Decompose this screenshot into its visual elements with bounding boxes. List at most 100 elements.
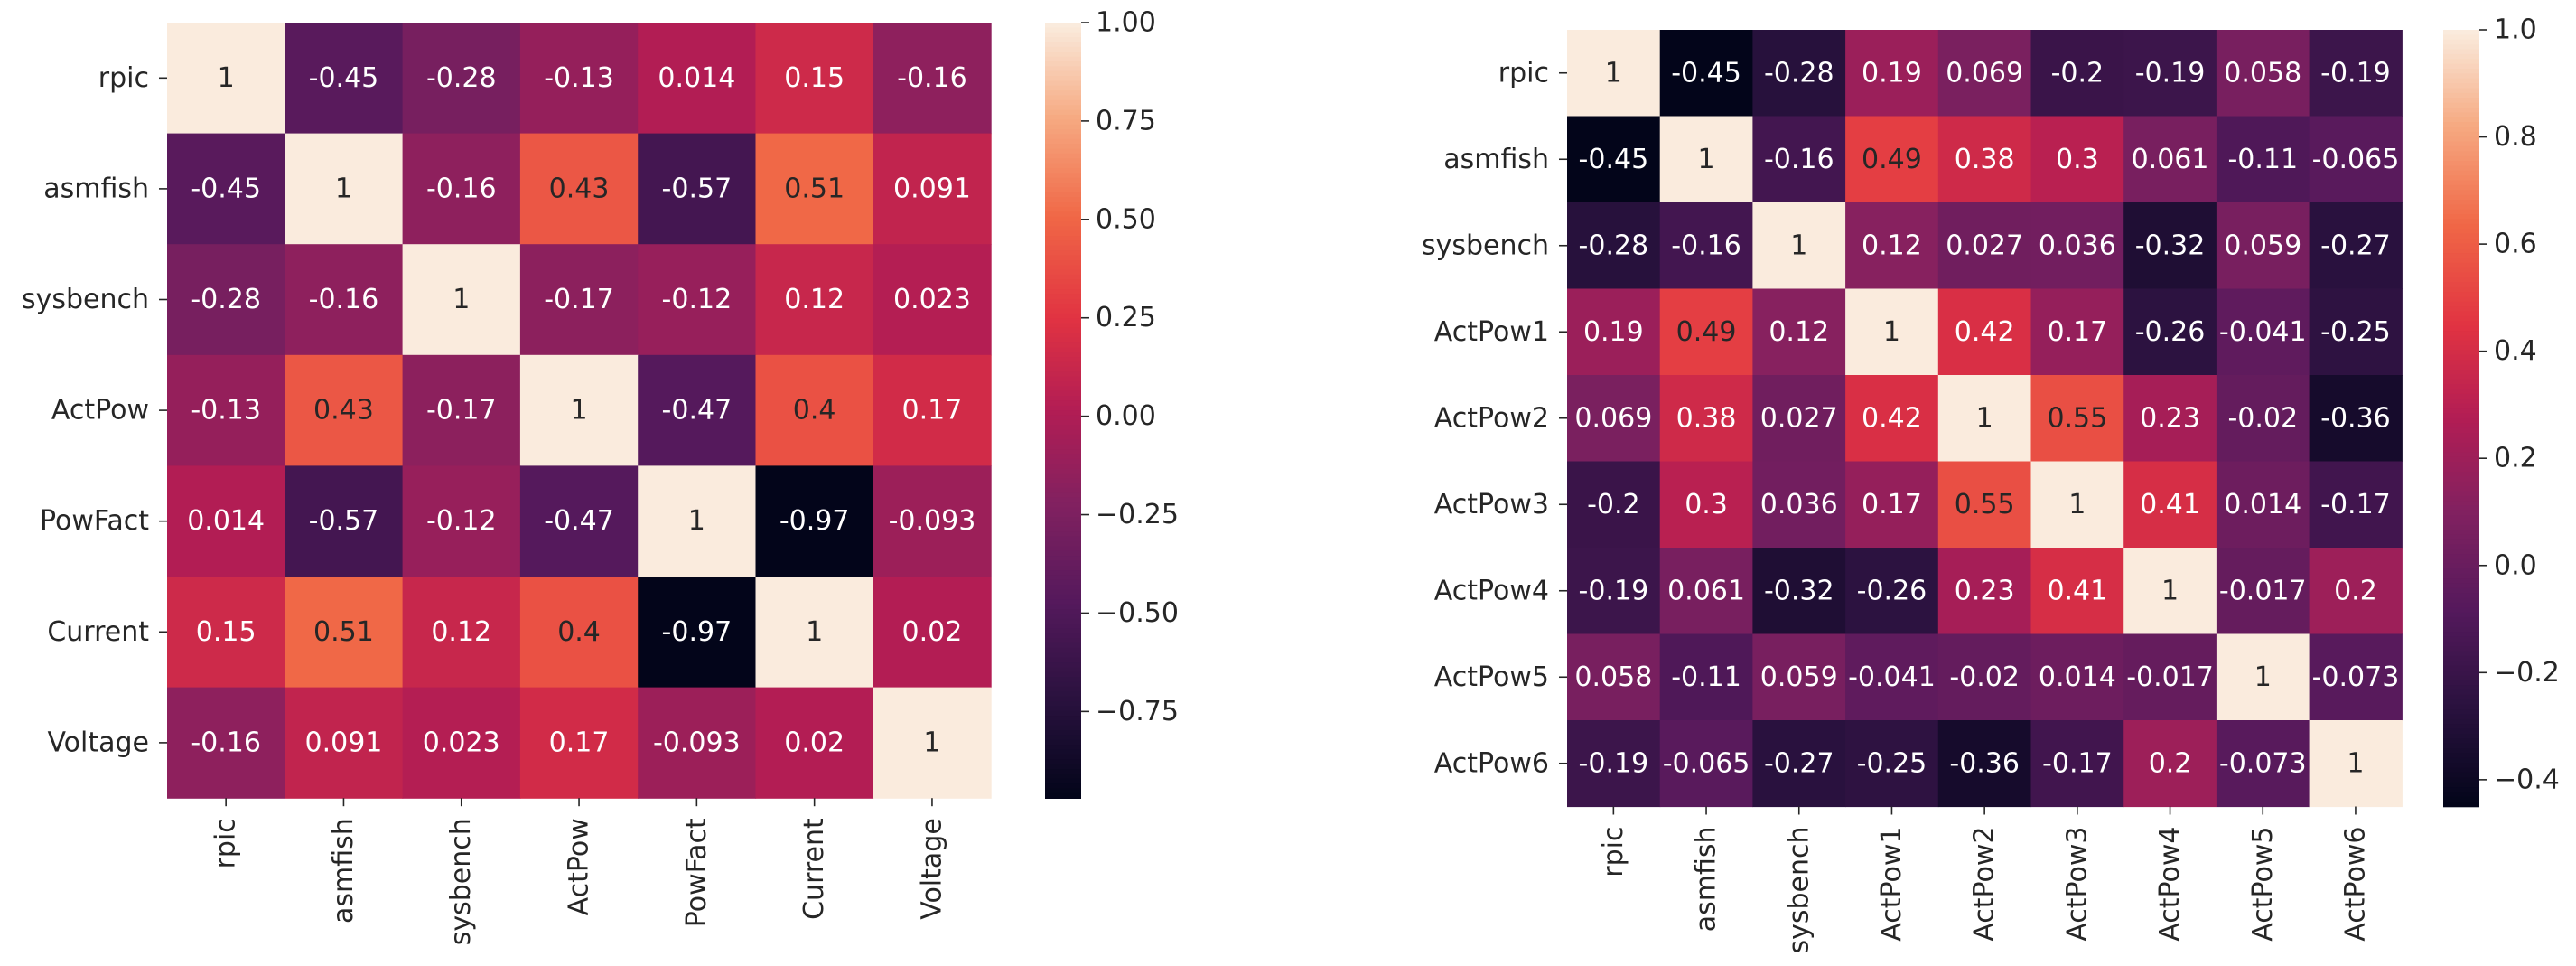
cell-value-label: 0.38 (1676, 402, 1737, 434)
colorbar-segment (2443, 767, 2479, 774)
colorbar-segment (1045, 517, 1081, 523)
cell-value-label: 0.2 (2334, 575, 2377, 606)
x-tick-label: ActPow5 (2247, 827, 2279, 942)
heatmap-cell (2030, 30, 2124, 117)
cell-value-label: -0.017 (2219, 575, 2307, 606)
cell-value-label: -0.073 (2219, 747, 2307, 779)
heatmap-cell (2309, 548, 2403, 635)
colorbar-segment (1045, 624, 1081, 630)
cell-value-label: 1 (1698, 144, 1715, 175)
heatmap-cell (2030, 633, 2124, 721)
colorbar-segment (1045, 531, 1081, 538)
colorbar-segment (1045, 691, 1081, 698)
heatmap-cell (1567, 202, 1661, 290)
heatmap-cell (1567, 30, 1661, 117)
heatmap-cell (285, 244, 404, 356)
colorbar-segment (1045, 638, 1081, 644)
cell-value-label: -0.45 (309, 62, 379, 94)
heatmap-cell (1845, 202, 1939, 290)
heatmap-cell (2030, 375, 2124, 463)
colorbar-segment (1045, 333, 1081, 339)
colorbar-segment (2443, 616, 2479, 624)
cell-value-label: -0.28 (191, 284, 261, 315)
cell-value-label: 0.061 (1667, 575, 1745, 606)
colorbar-segment (1045, 284, 1081, 290)
colorbar-segment (2443, 145, 2479, 153)
colorbar-segment (1045, 240, 1081, 247)
x-tick-label: rpic (210, 818, 242, 868)
cell-value-label: 0.02 (902, 616, 963, 648)
cell-value-label: 0.014 (2224, 489, 2301, 521)
colorbar-segment (1045, 449, 1081, 455)
colorbar-segment (1045, 497, 1081, 503)
colorbar-segment (2443, 253, 2479, 259)
heatmap-cell (2309, 288, 2403, 376)
colorbar-segment (1045, 652, 1081, 659)
heatmap-right: 1 -0.45 -0.28 0.19 0.069 -0.2 -0.19 0.058 -0.19-… (1422, 14, 2560, 954)
cell-value-label: 0.55 (1955, 489, 2015, 521)
cell-value-label: 0.023 (423, 727, 500, 758)
colorbar-segment (2443, 277, 2479, 284)
y-tick-label: ActPow4 (1434, 575, 1549, 606)
colorbar-tick-label: −0.75 (1096, 696, 1179, 727)
colorbar-segment (1045, 342, 1081, 349)
colorbar-segment (2443, 282, 2479, 288)
colorbar-segment (2443, 122, 2479, 128)
colorbar-segment (2443, 408, 2479, 415)
x-tick-label: ActPow6 (2339, 827, 2371, 942)
heatmap-cell (1567, 633, 1661, 721)
x-tick-label: asmfish (328, 818, 359, 924)
y-tick-label: rpic (98, 62, 149, 94)
cell-value-label: 0.069 (1574, 402, 1652, 434)
colorbar-segment (1045, 594, 1081, 601)
cell-value-label: -0.27 (2320, 230, 2391, 261)
colorbar-segment (1045, 327, 1081, 334)
colorbar-segment (2443, 233, 2479, 239)
colorbar-segment (1045, 657, 1081, 663)
heatmap-cell (1937, 116, 2032, 203)
colorbar-segment (2443, 107, 2479, 114)
colorbar-segment (1045, 681, 1081, 688)
cell-value-label: 0.027 (1946, 230, 2023, 261)
heatmap-cell (167, 354, 285, 466)
cell-value-label: 0.02 (784, 727, 845, 758)
colorbar-segment (2443, 724, 2479, 730)
x-tick-label: rpic (1598, 827, 1629, 877)
colorbar-segment (1045, 419, 1081, 426)
colorbar-segment (2443, 704, 2479, 710)
colorbar-segment (1045, 725, 1081, 731)
colorbar-segment (1045, 774, 1081, 780)
colorbar-segment (1045, 396, 1081, 402)
colorbar-segment (1045, 483, 1081, 489)
colorbar-segment (1045, 250, 1081, 257)
colorbar-tick-label: 0.6 (2494, 229, 2537, 260)
cell-value-label: 1 (571, 395, 588, 427)
colorbar-segment (2443, 597, 2479, 604)
colorbar-segment (1045, 158, 1081, 164)
colorbar-segment (1045, 298, 1081, 305)
colorbar-segment (2443, 161, 2479, 167)
colorbar-segment (1045, 570, 1081, 577)
colorbar-segment (2443, 229, 2479, 235)
heatmap-cell (2123, 633, 2217, 721)
cell-value-label: -0.065 (1663, 747, 1750, 779)
colorbar-segment (2443, 714, 2479, 720)
colorbar-segment (2443, 417, 2479, 424)
heatmap-cell (2216, 30, 2310, 117)
cell-value-label: 0.38 (1955, 144, 2015, 175)
colorbar-segment (2443, 78, 2479, 84)
heatmap-cell (1937, 633, 2032, 721)
colorbar-segment (2443, 661, 2479, 667)
colorbar-segment (2443, 612, 2479, 618)
colorbar-segment (2443, 340, 2479, 346)
colorbar-segment (2443, 49, 2479, 55)
cell-value-label: -0.16 (897, 62, 967, 94)
colorbar-segment (2443, 675, 2479, 681)
colorbar-segment (1045, 754, 1081, 761)
colorbar-segment (2443, 219, 2479, 225)
heatmap-cell (2030, 202, 2124, 290)
colorbar-segment (2443, 335, 2479, 342)
colorbar-segment (1045, 61, 1081, 68)
colorbar-segment (1045, 706, 1081, 712)
cell-value-label: -0.27 (1764, 747, 1834, 779)
